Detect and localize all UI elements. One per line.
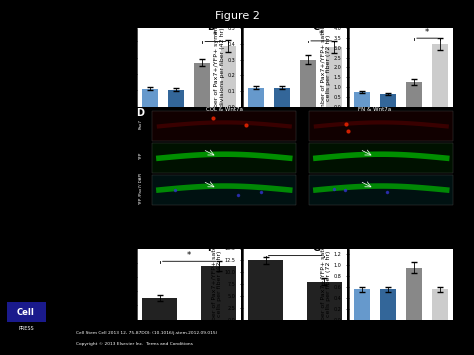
Bar [380,94,396,106]
Y-axis label: Number of Pax7+/YFP+ satellite
cells per fiber (42 hr): Number of Pax7+/YFP+ satellite cells per… [109,233,119,335]
Text: COL & Wnt7a: COL & Wnt7a [206,108,243,113]
Bar [380,289,396,320]
Text: PRESS: PRESS [18,326,34,331]
Text: *: * [213,31,218,40]
FancyBboxPatch shape [310,175,453,205]
Bar [354,289,370,320]
Y-axis label: Number of Pax7+/YFP+ satellite
cells per fiber (72 hr): Number of Pax7+/YFP+ satellite cells per… [320,233,331,335]
Text: E: E [101,243,108,253]
FancyBboxPatch shape [152,175,296,205]
Text: *: * [293,245,297,254]
Text: D: D [136,109,144,119]
Y-axis label: Number of Pax7+/YFP+ satellite
cells per fiber (72 hr): Number of Pax7+/YFP+ satellite cells per… [320,17,331,118]
Bar [201,266,236,320]
Bar [168,89,184,106]
Bar [354,92,370,106]
Text: Cell: Cell [17,308,35,317]
Text: Cell Stem Cell 2013 12, 75-87DOI: (10.1016/j.stem.2012.09.015): Cell Stem Cell 2013 12, 75-87DOI: (10.10… [76,332,217,335]
Y-axis label: Number of Pax7+/YFP+ satellite
cells per fiber (60 hr): Number of Pax7+/YFP+ satellite cells per… [109,17,119,118]
Text: YFP: YFP [139,153,143,160]
Text: A: A [101,22,109,32]
Text: YFP /Pax7/ DAPI: YFP /Pax7/ DAPI [139,173,143,205]
Bar [406,268,422,320]
Text: C: C [313,22,320,32]
Y-axis label: Number of Pax7+/YFP+ satellite
cells per fiber (42 hr): Number of Pax7+/YFP+ satellite cells per… [211,233,222,335]
Bar [142,298,177,320]
Y-axis label: Number of Pax7+/YFP+ symmetric
divisions per fiber (42 hr): Number of Pax7+/YFP+ symmetric divisions… [214,13,225,122]
Text: *: * [319,30,323,39]
Bar [301,60,316,106]
Bar [432,44,448,106]
Text: Copyright © 2013 Elsevier Inc.  Terms and Conditions: Copyright © 2013 Elsevier Inc. Terms and… [76,342,193,346]
FancyBboxPatch shape [152,111,296,141]
Bar [194,62,210,106]
Bar [220,46,236,106]
FancyBboxPatch shape [310,111,453,141]
Bar [307,282,342,320]
Text: G: G [313,243,321,253]
Text: FN & Wnt7a: FN & Wnt7a [358,108,392,113]
Text: Pax7: Pax7 [139,119,143,129]
FancyBboxPatch shape [7,302,46,322]
Bar [274,88,290,106]
Bar [248,260,283,320]
Text: *: * [187,251,191,260]
Bar [327,47,342,106]
Text: B: B [207,22,214,32]
Text: *: * [425,28,429,37]
FancyBboxPatch shape [310,143,453,173]
Text: F: F [207,243,214,253]
Text: Figure 2: Figure 2 [215,11,259,21]
Bar [248,88,264,106]
Bar [406,82,422,106]
Bar [432,289,448,320]
FancyBboxPatch shape [152,143,296,173]
Bar [142,89,158,106]
